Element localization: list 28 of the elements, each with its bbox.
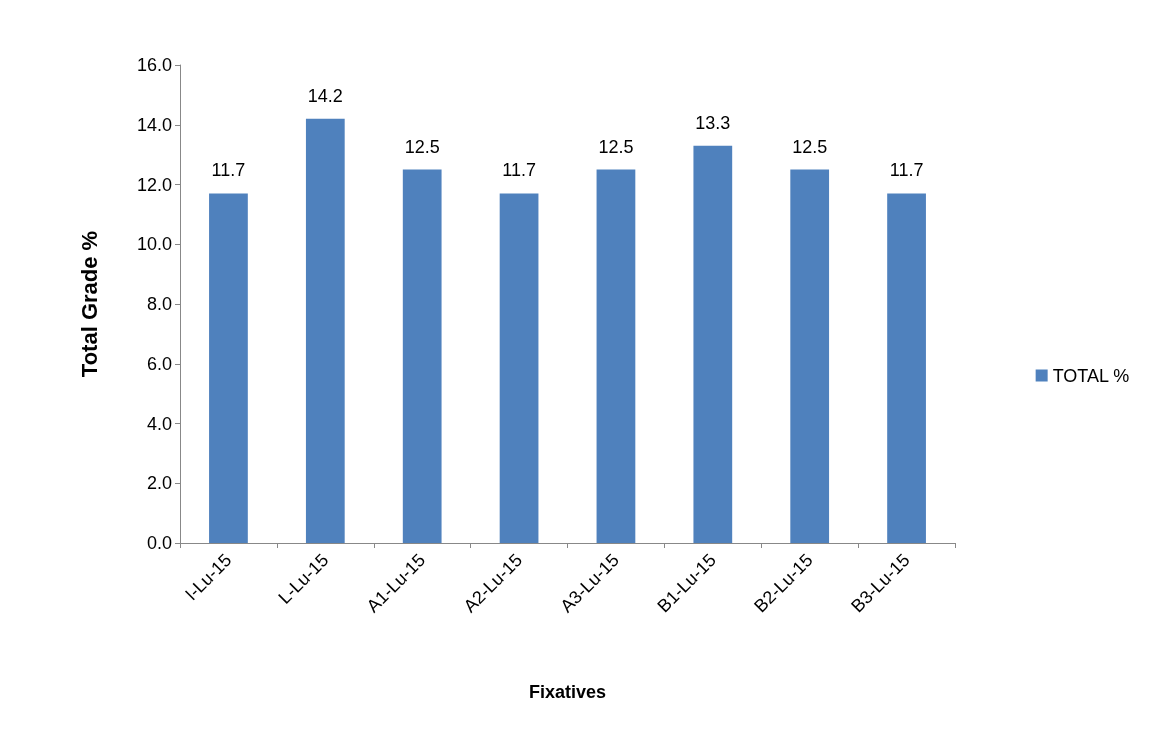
data-label: 11.7 [211, 160, 246, 181]
data-label: 11.7 [502, 160, 536, 181]
data-label: 12.5 [792, 136, 828, 157]
data-label: 12.5 [404, 136, 440, 157]
bar [499, 193, 539, 543]
y-axis-title: Total Grade % [76, 230, 102, 378]
x-axis-title: Fixatives [528, 682, 607, 702]
legend-label: TOTAL % [1052, 365, 1130, 386]
data-label: 12.5 [598, 136, 634, 157]
y-tick-label: 0.0 [146, 533, 172, 553]
bar [305, 118, 345, 543]
y-tick-label: 14.0 [136, 114, 172, 135]
bar [693, 145, 733, 543]
data-label: 14.2 [307, 85, 343, 106]
y-tick-label: 10.0 [136, 234, 172, 255]
bar [596, 169, 636, 543]
bar [887, 193, 926, 543]
y-tick-label: 6.0 [146, 353, 172, 374]
y-tick-label: 12.0 [136, 174, 172, 195]
bar [209, 193, 248, 543]
bar [790, 169, 830, 543]
data-label: 11.7 [889, 160, 924, 181]
y-tick-label: 16.0 [136, 55, 172, 75]
y-tick-label: 8.0 [146, 294, 172, 314]
y-tick-label: 4.0 [146, 413, 172, 434]
data-label: 13.3 [695, 112, 731, 133]
bar [402, 169, 442, 543]
y-tick-label: 2.0 [146, 473, 172, 494]
